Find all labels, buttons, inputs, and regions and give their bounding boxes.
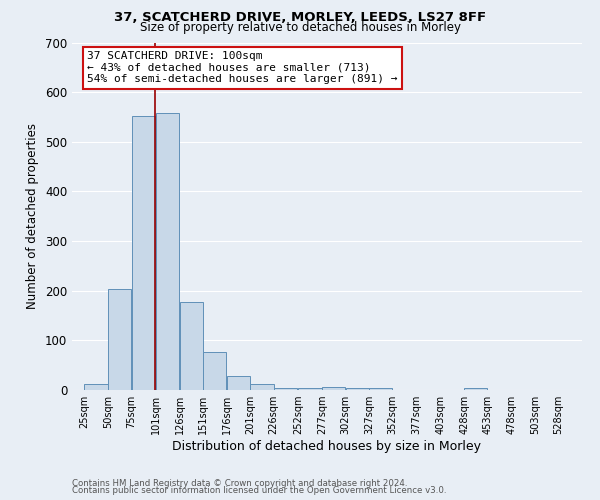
Text: 37, SCATCHERD DRIVE, MORLEY, LEEDS, LS27 8FF: 37, SCATCHERD DRIVE, MORLEY, LEEDS, LS27… — [114, 11, 486, 24]
Y-axis label: Number of detached properties: Number of detached properties — [26, 123, 40, 309]
Bar — [298, 388, 322, 390]
Bar — [108, 288, 131, 390]
Bar — [131, 116, 155, 390]
X-axis label: Distribution of detached houses by size in Morley: Distribution of detached houses by size … — [173, 440, 482, 453]
Bar — [227, 376, 250, 390]
Bar — [250, 384, 274, 390]
Bar — [369, 388, 392, 390]
Text: Contains HM Land Registry data © Crown copyright and database right 2024.: Contains HM Land Registry data © Crown c… — [72, 478, 407, 488]
Bar — [274, 388, 297, 390]
Text: Contains public sector information licensed under the Open Government Licence v3: Contains public sector information licen… — [72, 486, 446, 495]
Bar — [322, 387, 345, 390]
Bar — [180, 302, 203, 390]
Text: Size of property relative to detached houses in Morley: Size of property relative to detached ho… — [139, 21, 461, 34]
Bar — [346, 388, 369, 390]
Bar — [85, 384, 107, 390]
Bar — [464, 388, 487, 390]
Bar — [203, 352, 226, 390]
Text: 37 SCATCHERD DRIVE: 100sqm
← 43% of detached houses are smaller (713)
54% of sem: 37 SCATCHERD DRIVE: 100sqm ← 43% of deta… — [88, 51, 398, 84]
Bar — [156, 113, 179, 390]
